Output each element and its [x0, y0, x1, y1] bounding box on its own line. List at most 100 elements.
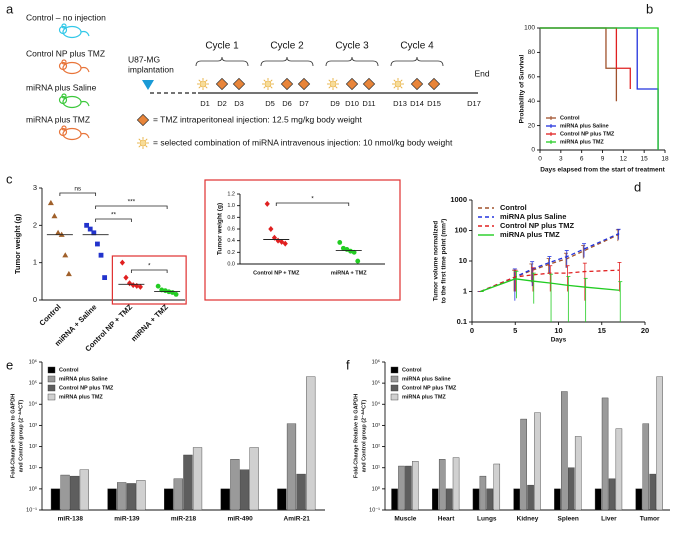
- legend-swatch: [390, 384, 399, 392]
- y-tick-label: 10³: [372, 423, 380, 429]
- schematic-legend: = TMZ intraperitoneal injection: 12.5 mg…: [153, 114, 363, 124]
- bar: [183, 454, 193, 511]
- panel-label: f: [346, 357, 350, 372]
- day-label: D13: [393, 99, 407, 108]
- significance-bracket: [95, 205, 168, 209]
- bar: [173, 478, 183, 511]
- panel-label: d: [634, 179, 641, 194]
- day-label: D7: [299, 99, 309, 108]
- sun-ray: [145, 138, 148, 141]
- y-tick-label: 1000: [450, 195, 467, 204]
- tmz-diamond: [345, 77, 359, 91]
- day-label: D3: [234, 99, 244, 108]
- sun-ray: [263, 86, 266, 89]
- y-tick-label: 10⁰: [372, 485, 381, 492]
- legend-label: Control NP plus TMZ: [59, 385, 114, 391]
- cycle-label: Cycle 4: [400, 41, 434, 52]
- sun-ray: [393, 86, 396, 89]
- data-point: [348, 248, 353, 254]
- legend-swatch: [390, 393, 399, 401]
- sun-ray: [138, 138, 141, 141]
- mouse-icon: [58, 23, 90, 39]
- day-label: D5: [265, 99, 275, 108]
- data-point: [137, 283, 143, 290]
- y-tick-label: 10⁶: [372, 358, 380, 365]
- cycle-label: Cycle 3: [335, 41, 369, 52]
- bar: [479, 475, 487, 511]
- end-label: End: [474, 68, 489, 78]
- y-tick-label: 0.2: [227, 250, 235, 256]
- bar: [486, 488, 494, 511]
- legend-label: miRNA plus Saline: [500, 212, 566, 221]
- x-tick-label: AmiR-21: [284, 516, 311, 523]
- data-point: [91, 230, 97, 236]
- sun-ray: [205, 79, 208, 82]
- tmz-diamond: [136, 113, 150, 127]
- sun-ray: [198, 86, 201, 89]
- bar: [642, 423, 650, 511]
- y-tick-label: 10²: [372, 444, 380, 450]
- bar: [656, 376, 663, 511]
- legend-label: miRNA plus TMZ: [500, 230, 560, 239]
- data-point: [340, 245, 346, 251]
- y-axis-title: Tumor weight (g): [13, 213, 22, 274]
- significance-bracket: [275, 202, 350, 206]
- y-axis-title: to the first time point (mm³): [441, 219, 448, 304]
- x-tick-label: 3: [559, 156, 563, 163]
- bar: [306, 376, 316, 511]
- sun-ray: [270, 79, 273, 82]
- bar: [594, 488, 602, 511]
- sun-ray: [145, 145, 148, 148]
- bar: [412, 461, 419, 511]
- x-tick-label: 5: [513, 326, 517, 335]
- data-point: [264, 200, 270, 207]
- sun-ray: [400, 79, 403, 82]
- x-axis-title: Days elapsed from the start of treatment: [540, 167, 665, 174]
- mouse-head: [58, 127, 68, 137]
- data-point: [95, 241, 100, 247]
- x-tick-label: miR-139: [114, 516, 140, 523]
- group-label: miRNA plus Saline: [26, 82, 97, 92]
- legend-label: Control NP plus TMZ: [560, 131, 615, 137]
- y-tick-label: 0: [531, 147, 535, 154]
- x-tick-label: miR-490: [227, 516, 253, 523]
- bar: [79, 469, 89, 511]
- mouse-ear: [61, 125, 67, 131]
- significance-label: ns: [74, 186, 82, 193]
- significance-label: *: [311, 196, 314, 203]
- data-point: [65, 270, 72, 277]
- sun-core: [199, 80, 207, 88]
- data-point: [130, 282, 136, 289]
- legend-label: Control NP plus TMZ: [500, 221, 574, 230]
- x-tick-label: Muscle: [394, 516, 416, 523]
- y-tick-label: 10⁴: [29, 401, 38, 408]
- bar: [164, 488, 174, 511]
- bar: [520, 418, 527, 511]
- x-tick-label: Tumor: [640, 516, 660, 523]
- sun-core: [139, 139, 147, 147]
- bar: [70, 475, 80, 511]
- group-label: miRNA plus TMZ: [26, 114, 90, 124]
- tmz-diamond: [427, 77, 441, 91]
- x-tick-label: 0: [538, 156, 542, 163]
- sun-icon: [262, 78, 274, 90]
- bar: [608, 478, 616, 511]
- y-tick-label: 1: [463, 286, 467, 295]
- tmz-diamond: [280, 77, 294, 91]
- y-tick-label: 80: [528, 49, 536, 56]
- bar: [513, 488, 520, 511]
- legend-label: miRNA plus Saline: [402, 376, 451, 382]
- cycle-brace: [260, 56, 314, 67]
- legend-swatch: [47, 393, 56, 401]
- data-point: [87, 226, 93, 232]
- y-tick-label: 10⁰: [29, 485, 38, 492]
- day-label: D10: [345, 99, 359, 108]
- bar: [286, 423, 297, 511]
- legend-label: Control: [560, 115, 580, 121]
- data-point: [84, 222, 90, 228]
- y-axis-title: Tumor volume normalized: [433, 221, 440, 301]
- y-tick-label: 60: [528, 74, 536, 81]
- y-tick-label: 10⁻¹: [26, 507, 37, 513]
- x-tick-label: Spleen: [558, 516, 579, 523]
- data-point: [162, 288, 168, 294]
